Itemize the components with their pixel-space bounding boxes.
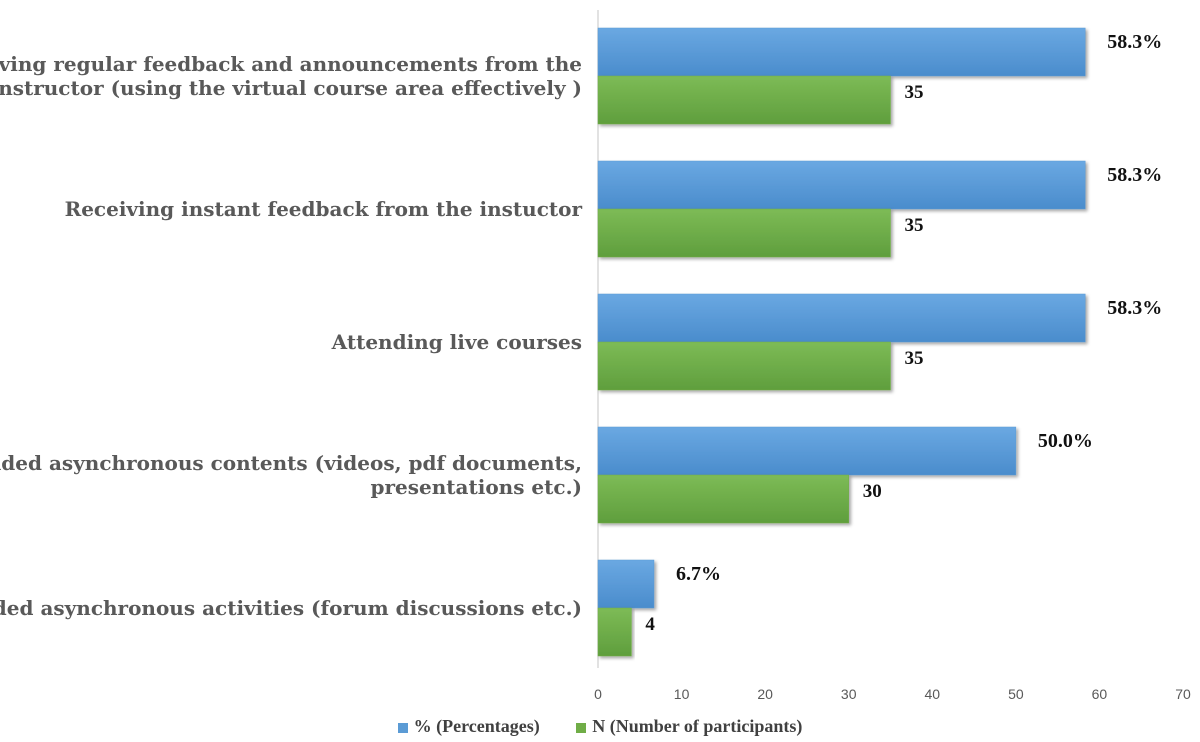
category-labels: Receiving regular feedback and announcem… xyxy=(0,52,582,620)
legend: % (Percentages) N (Number of participant… xyxy=(0,716,1200,737)
legend-label-participants: N (Number of participants) xyxy=(592,716,803,736)
x-axis-ticks: 0 10 20 30 40 50 60 70 xyxy=(594,686,1191,702)
bar-participants-0 xyxy=(597,75,891,125)
data-label-participants-3: 30 xyxy=(863,481,882,502)
bar-percentage-1 xyxy=(597,160,1086,210)
x-tick-label-4: 40 xyxy=(924,686,940,702)
category-label-0-line-0: Receiving regular feedback and announcem… xyxy=(0,52,582,76)
x-tick-label-2: 20 xyxy=(757,686,773,702)
x-tick-label-0: 0 xyxy=(594,686,602,702)
bar-percentage-0 xyxy=(597,27,1086,77)
data-label-percentage-4: 6.7% xyxy=(676,563,721,585)
legend-swatch-percentages xyxy=(397,722,408,733)
legend-item-participants: N (Number of participants) xyxy=(576,716,802,737)
bar-percentage-2 xyxy=(597,293,1086,343)
category-label-0-line-1: instructor (using the virtual course are… xyxy=(0,76,582,100)
category-label-3-line-1: presentations etc.) xyxy=(371,475,582,499)
category-label-4: Provided asynchronous activities (forum … xyxy=(0,596,582,620)
bar-participants-2 xyxy=(597,341,891,391)
bar-participants-3 xyxy=(597,474,849,524)
x-tick-label-3: 30 xyxy=(841,686,857,702)
x-tick-label-7: 70 xyxy=(1175,686,1191,702)
data-label-percentage-0: 58.3% xyxy=(1107,31,1162,53)
bar-percentage-4 xyxy=(597,559,655,609)
x-tick-label-1: 10 xyxy=(674,686,690,702)
x-tick-label-6: 60 xyxy=(1092,686,1108,702)
category-label-1: Receiving instant feedback from the inst… xyxy=(65,197,583,221)
data-label-percentage-3: 50.0% xyxy=(1038,430,1093,452)
data-label-participants-2: 35 xyxy=(905,348,924,369)
x-tick-label-5: 50 xyxy=(1008,686,1024,702)
bar-participants-4 xyxy=(597,607,632,657)
legend-item-percentages: % (Percentages) xyxy=(397,716,540,737)
bar-participants-1 xyxy=(597,208,891,258)
data-label-percentage-1: 58.3% xyxy=(1107,164,1162,186)
data-label-percentage-2: 58.3% xyxy=(1107,297,1162,319)
category-label-3-line-0: Provided asynchronous contents (videos, … xyxy=(0,451,582,475)
data-label-participants-0: 35 xyxy=(905,82,924,103)
data-labels: 58.3% 35 58.3% 35 58.3% 35 50.0% 30 6.7% 4 xyxy=(645,31,1162,635)
bars xyxy=(597,27,1086,657)
data-label-participants-4: 4 xyxy=(645,614,655,635)
legend-swatch-participants xyxy=(576,722,587,733)
legend-label-percentages: % (Percentages) xyxy=(413,716,540,736)
category-label-2: Attending live courses xyxy=(331,330,582,354)
bar-percentage-3 xyxy=(597,426,1017,476)
data-label-participants-1: 35 xyxy=(905,215,924,236)
